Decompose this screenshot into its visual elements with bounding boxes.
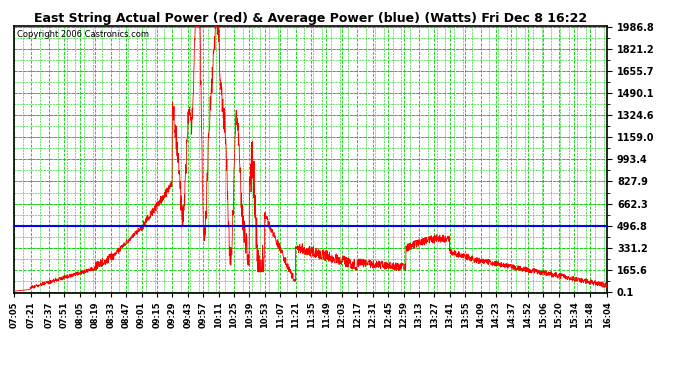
Title: East String Actual Power (red) & Average Power (blue) (Watts) Fri Dec 8 16:22: East String Actual Power (red) & Average… xyxy=(34,12,587,25)
Text: Copyright 2006 Castronics.com: Copyright 2006 Castronics.com xyxy=(17,30,149,39)
